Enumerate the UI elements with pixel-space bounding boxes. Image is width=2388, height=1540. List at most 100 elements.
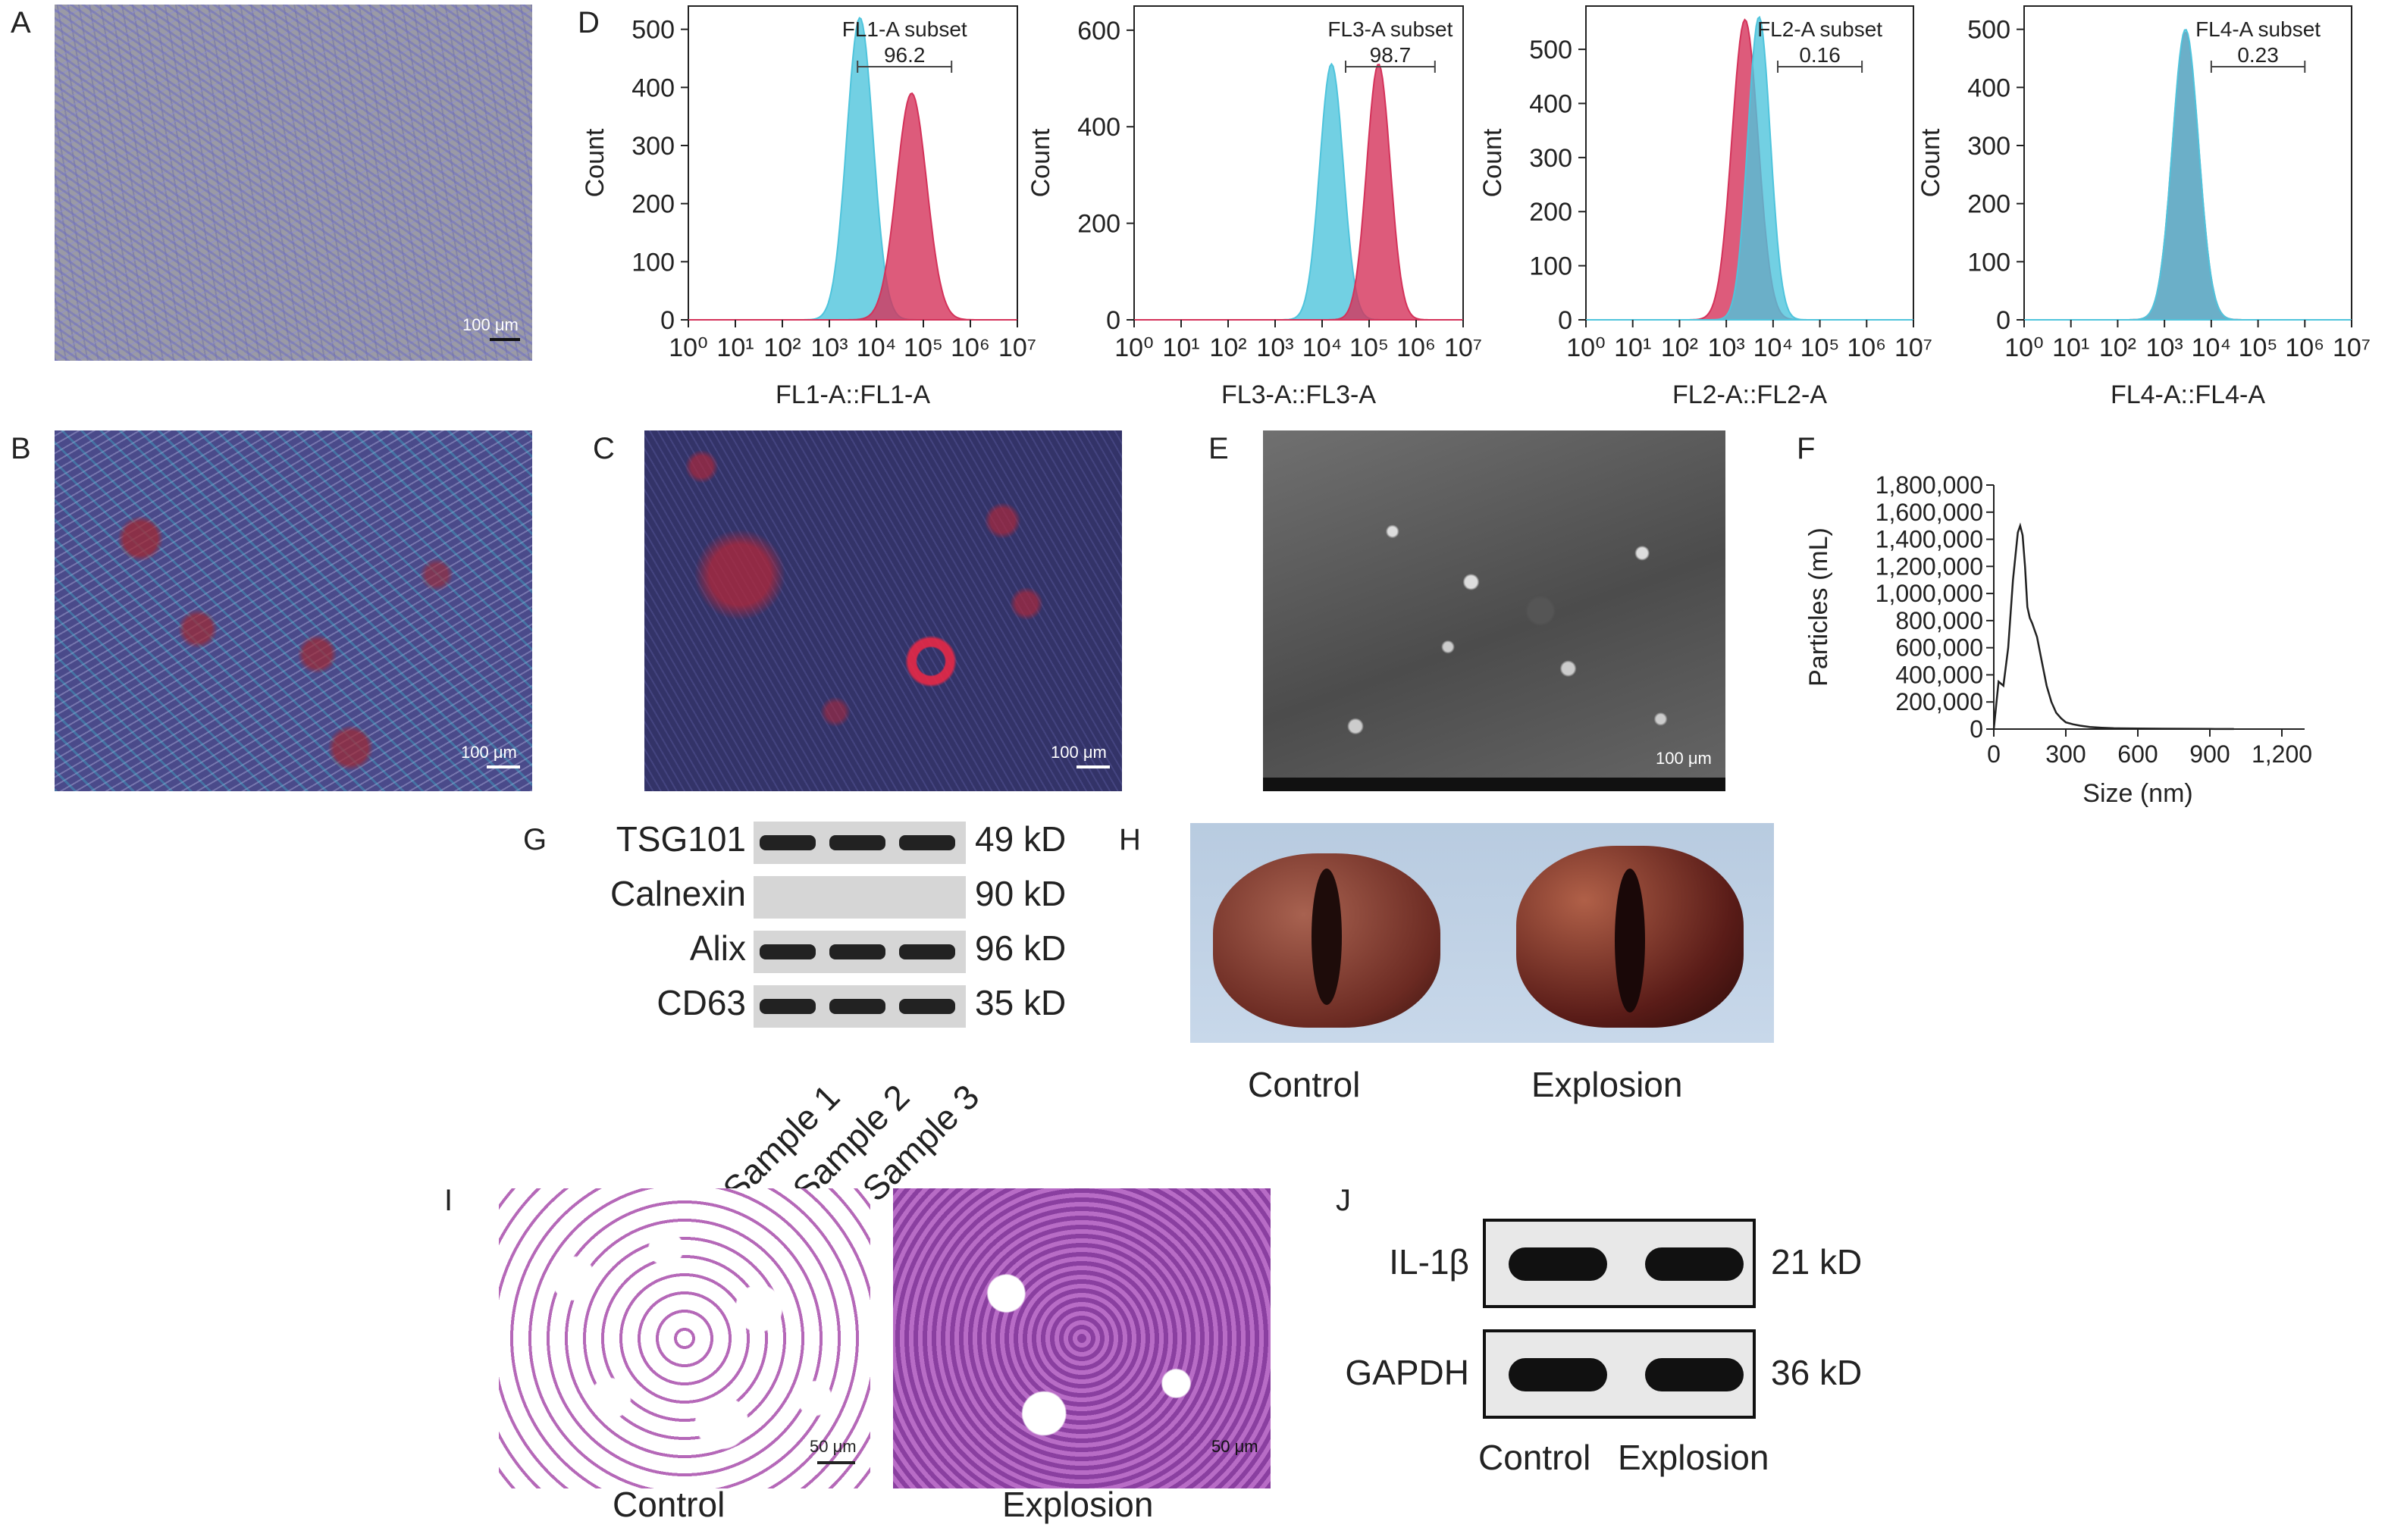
- flow-histogram-fl2: 10⁰ 10¹ 10² 10³ 10⁴ 10⁵ 10⁶ 10⁷ 0 100 200 300 400 500…: [1478, 5, 1932, 409]
- x-tick-label: 10⁵: [2239, 333, 2278, 362]
- blot-sample-label: Explosion: [1618, 1438, 1769, 1477]
- y-tick-label: 800,000: [1895, 607, 1983, 634]
- blot-band: [1645, 1358, 1744, 1391]
- x-tick-label: 10⁶: [2285, 333, 2324, 362]
- micrograph-a: 100 μm: [55, 5, 532, 361]
- x-tick-label: 10⁵: [1800, 333, 1840, 362]
- x-tick-label: 10²: [763, 333, 801, 362]
- y-tick-label: 100: [1529, 252, 1572, 281]
- nta-series-line: [1992, 522, 2234, 731]
- scale-bar-c: [1076, 765, 1110, 768]
- x-axis-label: FL3-A::FL3-A: [1221, 380, 1376, 409]
- gate-name: FL1-A subset: [842, 17, 967, 41]
- blot-strip: [754, 822, 966, 864]
- gate-name: FL4-A subset: [2195, 17, 2321, 41]
- plot-frame: [1133, 5, 1464, 321]
- y-axis-label: Count: [1478, 128, 1507, 197]
- x-tick-label: 10³: [2146, 333, 2183, 362]
- flow-histogram-fl4: 10⁰ 10¹ 10² 10³ 10⁴ 10⁵ 10⁶ 10⁷ 0 100 200 300 400 500…: [1916, 5, 2371, 409]
- gate-value: 98.7: [1370, 43, 1412, 67]
- y-tick-label: 400: [1077, 113, 1120, 142]
- x-tick-label: 10³: [810, 333, 848, 362]
- y-tick-label: 200: [1967, 190, 2010, 219]
- panel-label-d: D: [578, 6, 600, 39]
- flow-histogram-fl1: 10⁰ 10¹ 10² 10³ 10⁴ 10⁵ 10⁶ 10⁷ 0 100 200 300 400 500…: [581, 5, 1036, 409]
- y-tick-label: 400,000: [1895, 661, 1983, 688]
- x-tick-label: 10³: [1256, 333, 1293, 362]
- y-tick-label: 300: [1529, 144, 1572, 173]
- x-axis-label: Size (nm): [2082, 779, 2192, 808]
- histology-control-i: 50 μm: [499, 1188, 870, 1488]
- x-tick-label: 300: [2045, 740, 2086, 768]
- y-tick-label: 200: [1529, 198, 1572, 227]
- blot-protein-label: TSG101: [616, 819, 746, 859]
- x-tick-label: 10⁴: [1302, 333, 1342, 362]
- x-tick-label: 10⁰: [1114, 333, 1153, 362]
- y-tick-label: 0: [660, 306, 675, 335]
- blot-protein-label: GAPDH: [1345, 1353, 1469, 1392]
- blot-protein-label: Calnexin: [610, 874, 746, 913]
- histogram-series-1: [2024, 29, 2352, 321]
- x-tick-label: 10¹: [2052, 333, 2089, 362]
- x-tick-label: 900: [2189, 740, 2230, 768]
- x-tick-label: 10¹: [1162, 333, 1199, 362]
- x-tick-label: 10⁷: [1444, 333, 1482, 362]
- blot-strip: [754, 985, 966, 1028]
- x-tick-label: 10²: [1209, 333, 1246, 362]
- x-tick-label: 10⁰: [669, 333, 707, 362]
- x-axis-label: FL1-A::FL1-A: [776, 380, 930, 409]
- panel-label-j: J: [1336, 1184, 1351, 1217]
- panel-label-a: A: [11, 6, 31, 39]
- y-tick-label: 1,400,000: [1876, 526, 1983, 553]
- scale-bar-i: [817, 1461, 855, 1464]
- gate-value: 0.16: [1799, 43, 1841, 67]
- gate-name: FL2-A subset: [1757, 17, 1882, 41]
- blot-kd-label: 36 kD: [1771, 1353, 1863, 1392]
- y-tick-label: 0: [1970, 715, 1983, 743]
- x-tick-label: 10⁰: [1566, 333, 1605, 362]
- lung-photo-h: [1190, 823, 1774, 1043]
- x-tick-label: 10⁶: [1847, 333, 1886, 362]
- blot-band: [1509, 1358, 1607, 1391]
- x-tick-label: 10⁵: [904, 333, 943, 362]
- blot-band: [1645, 1247, 1744, 1281]
- panel-label-g: G: [523, 823, 547, 856]
- blot-band: [829, 944, 885, 959]
- y-tick-label: 200: [1077, 210, 1120, 239]
- y-tick-label: 0: [1106, 306, 1120, 335]
- blot-sample-label: Control: [1478, 1438, 1591, 1477]
- panel-label-f: F: [1797, 432, 1816, 465]
- blot-strip: [754, 876, 966, 919]
- x-tick-label: 10⁶: [951, 333, 990, 362]
- x-tick-label: 10²: [2099, 333, 2136, 362]
- blot-protein-label: Alix: [689, 928, 746, 968]
- y-tick-label: 500: [1529, 36, 1572, 64]
- y-tick-label: 400: [1529, 89, 1572, 118]
- caption-h-explosion: Explosion: [1531, 1065, 1683, 1104]
- blot-kd-label: 90 kD: [975, 874, 1067, 913]
- tem-info-bar: [1263, 778, 1725, 791]
- x-axis-label: FL4-A::FL4-A: [2111, 380, 2265, 409]
- flow-cytometry-histograms: 10⁰ 10¹ 10² 10³ 10⁴ 10⁵ 10⁶ 10⁷0100200300400500…: [581, 5, 2371, 409]
- blot-band: [760, 944, 816, 959]
- blot-band: [1509, 1247, 1607, 1281]
- panel-label-i: I: [444, 1184, 453, 1217]
- y-tick-label: 200: [631, 190, 675, 219]
- y-tick-label: 500: [1967, 16, 2010, 45]
- x-tick-label: 600: [2117, 740, 2158, 768]
- gate-value: 96.2: [884, 43, 926, 67]
- blot-band: [829, 999, 885, 1014]
- gate-name: FL3-A subset: [1327, 17, 1453, 41]
- flow-histogram-fl3: 10⁰ 10¹ 10² 10³ 10⁴ 10⁵ 10⁶ 10⁷ 0 200 400 600 FL3-A:…: [1026, 5, 1482, 409]
- x-tick-label: 10¹: [716, 333, 754, 362]
- y-tick-label: 300: [1967, 132, 2010, 161]
- blot-kd-label: 49 kD: [975, 819, 1067, 859]
- scale-label-b: 100 μm: [461, 743, 517, 762]
- blot-kd-label: 96 kD: [975, 928, 1067, 968]
- scale-label-c: 100 μm: [1051, 743, 1107, 762]
- blot-kd-label: 35 kD: [975, 983, 1067, 1022]
- y-tick-label: 1,800,000: [1876, 471, 1983, 499]
- lung-explosion-cleft: [1615, 869, 1645, 1013]
- y-tick-label: 400: [631, 74, 675, 102]
- histogram-series-1: [1134, 63, 1463, 321]
